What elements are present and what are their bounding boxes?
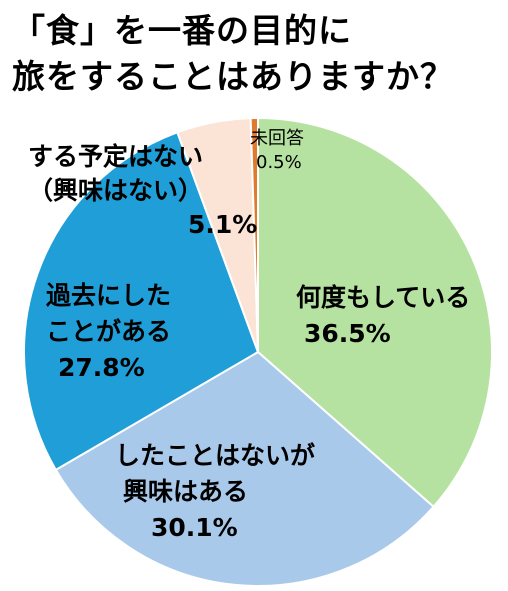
slice-label-repeat-value: 36.5% bbox=[304, 319, 391, 348]
slice-label-interested-text-1: したことはないが bbox=[115, 441, 316, 470]
slice-label-no-answer-text: 未回答 bbox=[250, 128, 304, 149]
slice-label-no-answer-value: 0.5% bbox=[256, 152, 302, 173]
slice-label-no-plan-value: 5.1% bbox=[188, 210, 258, 239]
slice-label-repeat-text: 何度もしている bbox=[296, 283, 471, 312]
slice-label-past-text-1: 過去にした bbox=[46, 281, 172, 310]
chart-title-line-1: 「食」を一番の目的に bbox=[12, 11, 352, 50]
chart-title: 「食」を一番の目的に 旅をすることはありますか？ bbox=[12, 8, 502, 100]
slice-label-repeat: 何度もしている 36.5% bbox=[296, 280, 470, 352]
slice-repeat bbox=[257, 116, 493, 509]
slice-past bbox=[22, 131, 260, 472]
slice-label-no-plan-text-2: （興味はない） bbox=[28, 176, 204, 205]
slice-label-past: 過去にした ことがある 27.8% bbox=[46, 278, 171, 386]
slice-label-no-plan: する予定はない （興味はない） 5.1% bbox=[28, 140, 257, 242]
slice-label-interested-value: 30.1% bbox=[151, 513, 238, 542]
slice-interested bbox=[54, 350, 435, 587]
chart-title-line-2: 旅をすることはありますか？ bbox=[12, 57, 454, 96]
slice-label-no-plan-text-1: する予定はない bbox=[28, 142, 204, 171]
slice-label-no-answer: 未回答 0.5% bbox=[250, 127, 304, 175]
slice-no-answer bbox=[249, 116, 259, 353]
slice-label-past-text-2: ことがある bbox=[46, 317, 172, 346]
slice-label-past-value: 27.8% bbox=[58, 353, 145, 382]
slice-label-interested: したことはないが 興味はある 30.1% bbox=[115, 438, 315, 546]
slice-label-interested-text-2: 興味はある bbox=[123, 477, 249, 506]
